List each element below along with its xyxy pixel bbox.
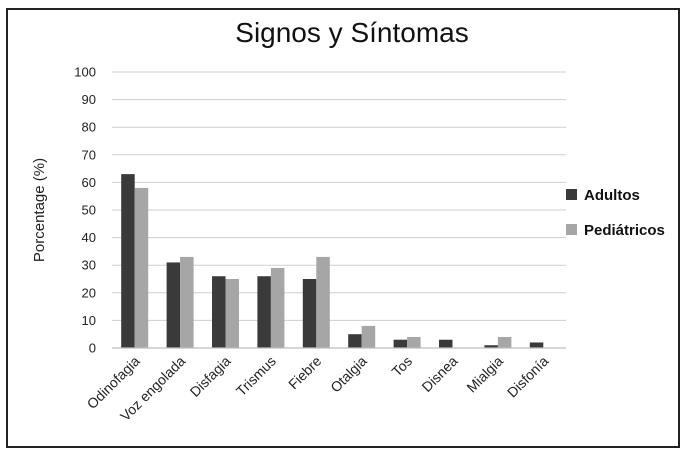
legend: Adultos Pediátricos: [566, 187, 665, 239]
bar-adultos: [121, 174, 135, 348]
bar-pediatricos: [270, 267, 285, 348]
chart-frame: Signos y Síntomas 0 10 20 30 40 50 60 70 80 90 100…: [6, 8, 680, 448]
y-tick-label: 90: [82, 92, 96, 107]
x-tick-label: Mialgia: [463, 353, 506, 396]
y-tick-label: 10: [82, 313, 96, 328]
bar-adultos: [212, 276, 226, 348]
bar-pediatricos: [407, 336, 421, 348]
x-tick-label: Disfagia: [187, 353, 234, 400]
y-tick-label: 30: [82, 258, 96, 273]
x-tick-label: Trismus: [233, 353, 279, 399]
y-tick-label: 100: [74, 65, 96, 80]
legend-label-pediatricos: Pediátricos: [584, 222, 665, 239]
bar-adultos: [529, 342, 544, 348]
bar-adultos: [348, 334, 362, 348]
x-tick-label: Tos: [388, 353, 415, 380]
chart-title: Signos y Síntomas: [235, 17, 468, 48]
bar-adultos: [393, 339, 408, 348]
y-tick-label: 70: [82, 147, 96, 162]
x-tick-label: Disnea: [418, 353, 460, 395]
bar-pediatricos: [180, 256, 194, 348]
y-axis-label: Porcentage (%): [31, 158, 48, 262]
y-axis-ticks: 0 10 20 30 40 50 60 70 80 90 100: [74, 65, 96, 356]
bar-adultos: [484, 345, 498, 348]
bar-chart: Signos y Síntomas 0 10 20 30 40 50 60 70 80 90 100…: [31, 17, 665, 424]
bar-pediatricos: [134, 187, 149, 348]
bar-adultos: [166, 262, 181, 348]
bar-pediatricos: [497, 336, 512, 348]
bar-adultos: [257, 276, 271, 348]
bar-pediatricos: [225, 279, 239, 348]
y-tick-label: 80: [82, 120, 96, 135]
y-tick-label: 50: [82, 203, 96, 218]
y-tick-label: 20: [82, 285, 96, 300]
bars: [121, 174, 544, 348]
x-tick-label: Disfonía: [504, 353, 552, 401]
y-tick-label: 40: [82, 230, 96, 245]
legend-swatch-pediatricos: [566, 224, 577, 235]
y-tick-label: 0: [89, 341, 96, 356]
bar-pediatricos: [316, 256, 330, 348]
y-tick-label: 60: [82, 175, 96, 190]
bar-adultos: [439, 339, 453, 348]
x-tick-label: Fiebre: [285, 353, 325, 393]
legend-swatch-adultos: [566, 189, 577, 200]
x-tick-label: Otalgia: [327, 353, 370, 396]
bar-adultos: [302, 279, 317, 348]
bar-pediatricos: [361, 325, 376, 348]
legend-label-adultos: Adultos: [584, 187, 640, 204]
